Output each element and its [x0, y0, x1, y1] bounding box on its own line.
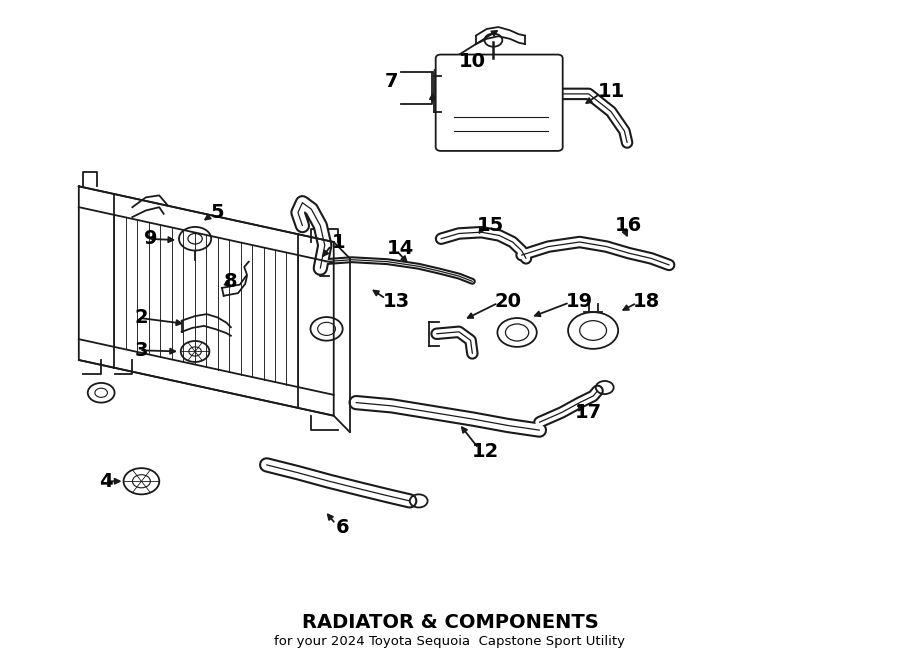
Text: 12: 12	[472, 442, 500, 461]
Text: 3: 3	[135, 340, 148, 360]
Text: 1: 1	[331, 233, 345, 252]
Text: 17: 17	[575, 403, 602, 422]
Text: 18: 18	[634, 292, 661, 311]
Text: 2: 2	[135, 308, 148, 327]
Text: 8: 8	[224, 272, 238, 291]
Text: 9: 9	[144, 229, 158, 249]
Text: for your 2024 Toyota Sequoia  Capstone Sport Utility: for your 2024 Toyota Sequoia Capstone Sp…	[274, 635, 626, 648]
Text: 11: 11	[598, 82, 625, 100]
Text: 16: 16	[616, 216, 643, 235]
Text: 15: 15	[477, 216, 504, 235]
Text: 10: 10	[459, 52, 486, 71]
Text: 14: 14	[387, 239, 414, 258]
Text: 19: 19	[566, 292, 593, 311]
Text: RADIATOR & COMPONENTS: RADIATOR & COMPONENTS	[302, 613, 598, 632]
FancyBboxPatch shape	[436, 55, 562, 151]
Text: 20: 20	[495, 292, 522, 311]
Text: 6: 6	[336, 518, 349, 537]
Text: 5: 5	[211, 203, 224, 222]
Text: 4: 4	[99, 472, 112, 490]
Text: 7: 7	[385, 72, 399, 91]
Text: 13: 13	[382, 292, 410, 311]
